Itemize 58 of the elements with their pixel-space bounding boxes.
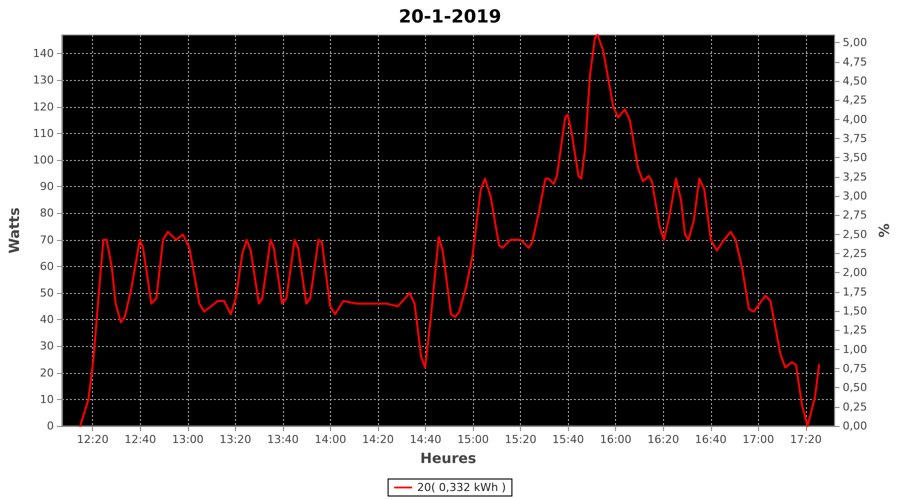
y-tick-label: 140 bbox=[32, 47, 54, 60]
x-tick-label: 12:20 bbox=[76, 433, 109, 446]
y-tick-label: 50 bbox=[40, 286, 54, 300]
y-tick-label: 0 bbox=[46, 420, 54, 432]
y-tick-label: 30 bbox=[40, 340, 54, 353]
x-tick-label: 16:20 bbox=[647, 433, 680, 446]
x-tick-label: 17:00 bbox=[742, 433, 774, 446]
y2-tick-label: 3,50 bbox=[842, 151, 868, 164]
y2-tick-label: 2,50 bbox=[842, 228, 868, 241]
y-tick-label: 130 bbox=[32, 74, 54, 87]
y2-tick-label: 5,00 bbox=[842, 36, 868, 50]
y2-tick-label: 4,50 bbox=[842, 74, 868, 88]
x-tick-label: 15:00 bbox=[457, 433, 489, 446]
y-tick-label: 100 bbox=[32, 154, 54, 167]
x-tick-label: 17:20 bbox=[790, 433, 822, 446]
y-tick-label: 20 bbox=[40, 366, 54, 380]
y2-tick-label: 2,75 bbox=[842, 208, 868, 222]
legend-label: 20( 0,332 kWh ) bbox=[417, 481, 506, 494]
y2-tick-label: 4,75 bbox=[842, 55, 868, 68]
y2-tick-label: 0,00 bbox=[842, 420, 868, 432]
y2-tick-label: 3,75 bbox=[842, 132, 868, 145]
y2-tick-label: 0,50 bbox=[842, 381, 868, 394]
y-tick-label: 90 bbox=[40, 180, 54, 194]
y2-tick-label: 2,25 bbox=[842, 247, 868, 260]
x-tick-label: 14:40 bbox=[410, 433, 442, 446]
y2-tick-label: 1,50 bbox=[842, 304, 868, 318]
y-tick-label: 80 bbox=[40, 206, 54, 220]
line-series bbox=[79, 34, 820, 427]
chart-title: 20-1-2019 bbox=[398, 6, 502, 28]
y2-tick-label: 0,75 bbox=[842, 362, 868, 375]
y2-tick-label: 2,00 bbox=[842, 266, 868, 280]
y2-tick-label: 1,00 bbox=[842, 342, 868, 356]
y2-tick-label: 3,25 bbox=[842, 170, 868, 184]
x-tick-label: 15:40 bbox=[552, 433, 584, 446]
y2-tick-label: 3,00 bbox=[842, 190, 868, 202]
y-tick-label: 60 bbox=[40, 260, 54, 273]
x-tick-label: 16:40 bbox=[694, 433, 727, 446]
x-tick-label: 13:00 bbox=[172, 433, 204, 446]
x-axis-title: Heures bbox=[420, 451, 476, 467]
x-tick-label: 12:40 bbox=[124, 433, 156, 446]
y2-tick-label: 1,25 bbox=[842, 324, 868, 337]
y-tick-label: 10 bbox=[40, 392, 54, 406]
y2-tick-label: 0,25 bbox=[842, 400, 868, 414]
y2-tick-label: 4,25 bbox=[842, 94, 868, 107]
x-tick-label: 13:20 bbox=[220, 433, 252, 446]
x-tick-label: 14:20 bbox=[362, 433, 394, 446]
y2-axis-title: % bbox=[877, 223, 893, 238]
x-tick-label: 16:00 bbox=[600, 433, 632, 446]
y-tick-label: 120 bbox=[32, 100, 54, 114]
y-tick-label: 70 bbox=[40, 233, 54, 246]
x-tick-label: 14:00 bbox=[314, 433, 346, 446]
y2-tick-label: 4,00 bbox=[842, 112, 868, 126]
y-tick-label: 40 bbox=[40, 313, 54, 326]
x-tick-label: 15:20 bbox=[504, 433, 536, 446]
y-tick-label: 110 bbox=[32, 126, 54, 140]
y-axis-title: Watts bbox=[7, 207, 23, 254]
y2-tick-label: 1,75 bbox=[842, 285, 868, 298]
x-tick-label: 13:40 bbox=[267, 433, 299, 446]
